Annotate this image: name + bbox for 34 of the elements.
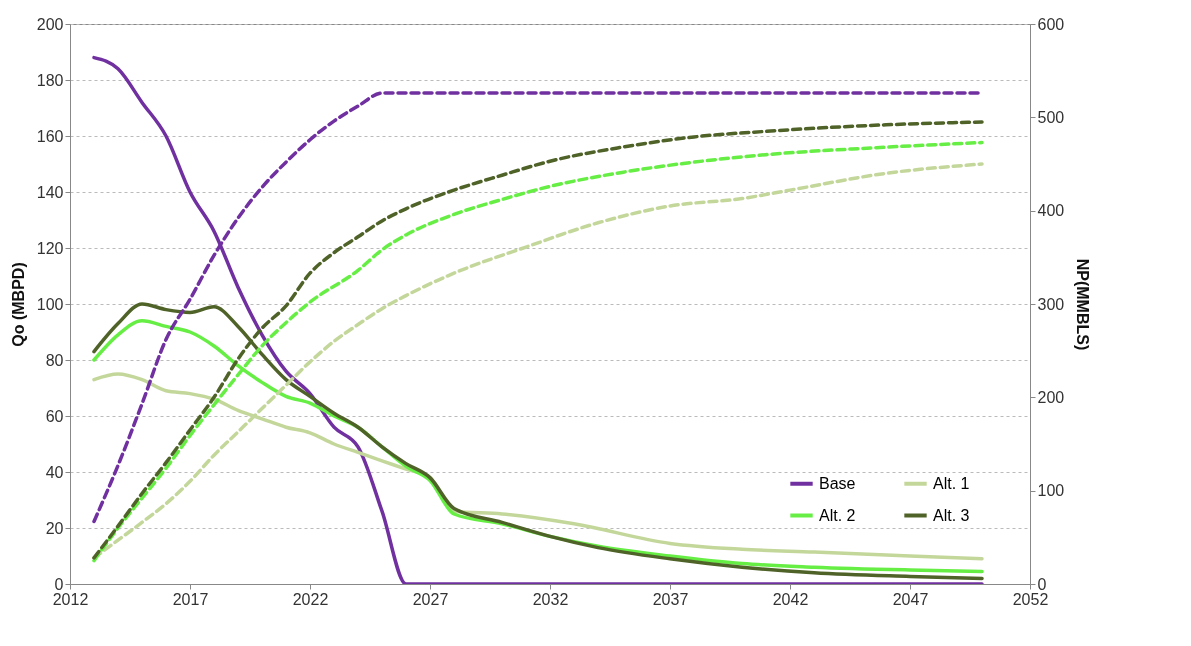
y2-tick-label: 400 <box>1037 202 1065 220</box>
y-tick-label: 140 <box>36 183 64 201</box>
y2-tick-label: 0 <box>1037 575 1047 593</box>
x-tick-label: 2047 <box>892 590 929 608</box>
y-axis-title: Qo (MBPD) <box>9 262 27 347</box>
y-tick-label: 40 <box>45 463 64 481</box>
x-tick-label: 2012 <box>52 590 89 608</box>
y-tick-label: 160 <box>36 127 64 145</box>
y2-tick-label: 300 <box>1037 295 1065 313</box>
x-tick-label: 2017 <box>172 590 209 608</box>
y2-tick-label: 500 <box>1037 108 1065 126</box>
y2-axis-title: NP(MMBLS) <box>1074 258 1092 351</box>
legend-label: Alt. 2 <box>819 506 856 524</box>
y-tick-label: 180 <box>36 71 64 89</box>
y-tick-label: 60 <box>45 407 64 425</box>
x-tick-label: 2052 <box>1012 590 1049 608</box>
y-tick-label: 0 <box>54 575 64 593</box>
y2-tick-label: 200 <box>1037 388 1065 406</box>
y-tick-label: 20 <box>45 519 64 537</box>
x-tick-label: 2032 <box>532 590 569 608</box>
legend-label: Alt. 1 <box>933 474 970 492</box>
y2-tick-label: 600 <box>1037 15 1065 33</box>
y2-tick-label: 100 <box>1037 482 1065 500</box>
legend-label: Base <box>819 474 856 492</box>
x-tick-label: 2027 <box>412 590 449 608</box>
line-series <box>92 55 984 584</box>
x-tick-label: 2022 <box>292 590 329 608</box>
x-tick-label: 2042 <box>772 590 809 608</box>
y-tick-label: 120 <box>36 239 64 257</box>
y-tick-label: 200 <box>36 15 64 33</box>
y-tick-label: 100 <box>36 295 64 313</box>
y-tick-label: 80 <box>45 351 64 369</box>
x-tick-label: 2037 <box>652 590 689 608</box>
legend-label: Alt. 3 <box>933 506 970 524</box>
